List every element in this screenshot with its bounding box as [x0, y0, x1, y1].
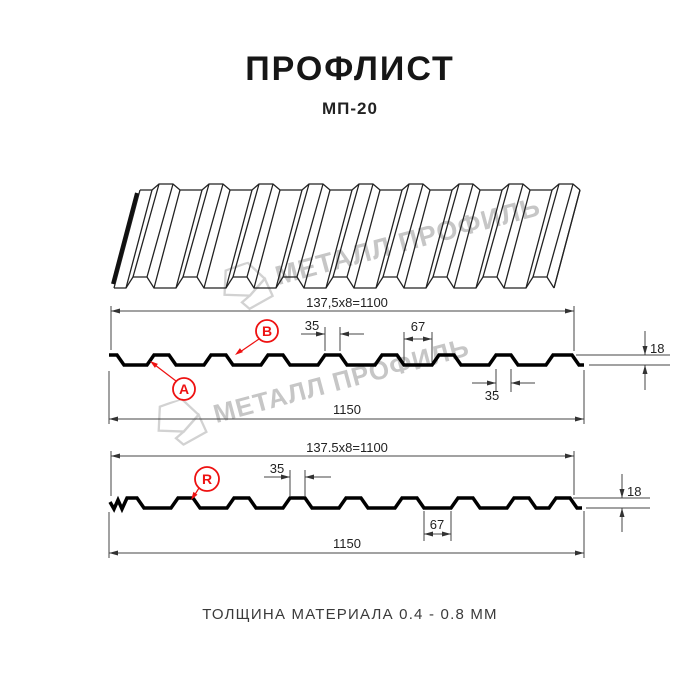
- side-label-r: R: [191, 466, 220, 500]
- side-label-a: A: [150, 361, 196, 401]
- dim-crest-bottom-profile: 35: [270, 461, 284, 476]
- svg-text:A: A: [179, 381, 189, 397]
- arrowheads-bottom-profile: [109, 453, 625, 556]
- dim-crest-top: 35: [305, 318, 319, 333]
- dim-valley-top: 67: [411, 319, 425, 334]
- dim-module-bottom: 137.5x8=1100: [306, 440, 388, 455]
- dim-overall-top: 1150: [333, 402, 361, 417]
- brand-text-watermark: МЕТАЛЛ ПРОФИЛЬ: [272, 191, 544, 291]
- dim-crest-bottom: 35: [485, 388, 499, 403]
- profile-bottom-outline: [108, 495, 582, 514]
- brand-text-watermark: МЕТАЛЛ ПРОФИЛЬ: [210, 331, 473, 429]
- brand-logo-watermark: [157, 397, 208, 447]
- sheet-cut-edge: [111, 192, 139, 285]
- svg-text:R: R: [202, 471, 212, 487]
- dim-height-bottom: 18: [627, 484, 641, 499]
- dim-overall-bottom: 1150: [333, 536, 361, 551]
- dim-height-top: 18: [650, 341, 664, 356]
- dim-valley-bottom-profile: 67: [430, 517, 444, 532]
- svg-text:B: B: [262, 323, 272, 339]
- dim-module-top: 137,5x8=1100: [306, 295, 388, 310]
- page-title: ПРОФЛИСТ: [245, 50, 455, 88]
- side-label-b: B: [235, 319, 279, 355]
- dimensions-bottom-profile: [108, 451, 650, 558]
- material-thickness-note: ТОЛЩИНА МАТЕРИАЛА 0.4 - 0.8 ММ: [202, 606, 498, 623]
- profile-model-label: МП-20: [322, 99, 378, 118]
- profile-section-bottom: 137.5x8=1100 35 67 18 1150 R: [108, 440, 650, 558]
- brand-logo-watermark: [223, 261, 275, 311]
